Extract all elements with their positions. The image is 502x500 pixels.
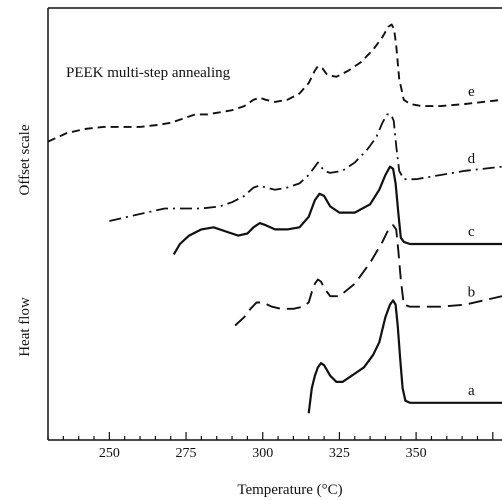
curve-label-c: c (468, 224, 475, 240)
x-tick-label: 325 (329, 446, 350, 461)
x-tick-labels: 250 275 300 325 350 (99, 446, 427, 461)
curve-labels: a b c d e (468, 84, 476, 399)
x-axis-ticks (47, 432, 494, 440)
curve-a (307, 299, 502, 414)
y-axis-label-top: Offset scale (17, 124, 33, 195)
curve-b (234, 224, 502, 327)
curve-d (109, 113, 502, 222)
x-axis-label: Temperature (°C) (237, 482, 342, 498)
plot-frame (47, 7, 502, 441)
x-tick-label: 350 (406, 446, 427, 461)
curve-e (47, 23, 502, 143)
x-tick-label: 300 (252, 446, 273, 461)
curve-label-b: b (468, 285, 476, 301)
x-tick-label: 275 (176, 446, 197, 461)
curve-label-e: e (468, 84, 475, 100)
curve-label-a: a (468, 383, 475, 399)
x-tick-label: 250 (99, 446, 120, 461)
curves (47, 23, 502, 414)
y-axis-label-bottom: Heat flow (17, 297, 33, 357)
curve-c (172, 165, 502, 255)
annotation-text: PEEK multi-step annealing (66, 65, 231, 81)
curve-label-d: d (468, 151, 476, 167)
